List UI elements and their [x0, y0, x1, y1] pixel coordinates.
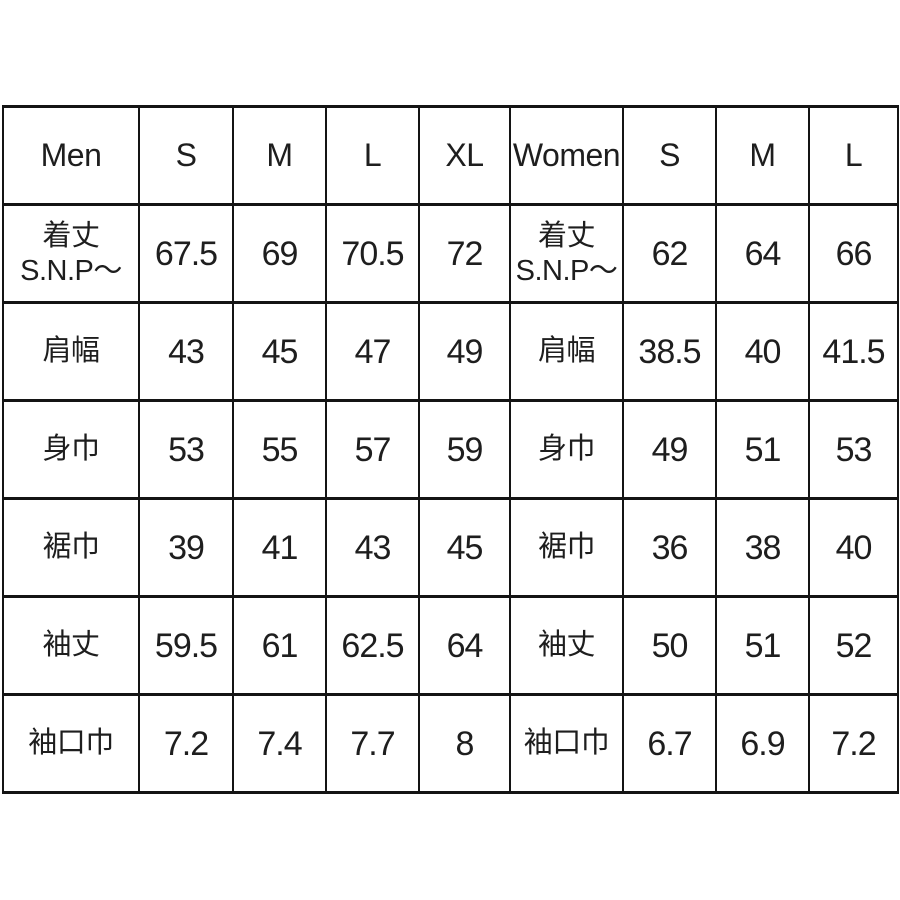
value-cell: 41: [232, 497, 327, 598]
row-label-hem-width-women: 裾巾: [509, 497, 624, 598]
value-cell: 51: [715, 399, 810, 500]
value-cell: 61: [232, 595, 327, 696]
value-cell: 70.5: [325, 203, 420, 304]
value-cell: 62: [622, 203, 717, 304]
table-row-shoulder-width: 肩幅 43 45 47 49 肩幅 38.5 40 41.5: [2, 301, 899, 402]
value-cell: 6.7: [622, 693, 717, 794]
value-cell: 43: [138, 301, 234, 402]
value-cell: 6.9: [715, 693, 810, 794]
value-cell: 55: [232, 399, 327, 500]
table-row-cuff-width: 袖口巾 7.2 7.4 7.7 8 袖口巾 6.7 6.9 7.2: [2, 693, 899, 794]
value-cell: 40: [715, 301, 810, 402]
header-cell-men-xl: XL: [418, 105, 511, 206]
value-cell: 59.5: [138, 595, 234, 696]
value-cell: 69: [232, 203, 327, 304]
value-cell: 8: [418, 693, 511, 794]
row-label-sleeve-length-women: 袖丈: [509, 595, 624, 696]
row-label-chest-width-women: 身巾: [509, 399, 624, 500]
value-cell: 66: [808, 203, 899, 304]
value-cell: 40: [808, 497, 899, 598]
table-row-chest-width: 身巾 53 55 57 59 身巾 49 51 53: [2, 399, 899, 500]
header-cell-women-m: M: [715, 105, 810, 206]
value-cell: 53: [808, 399, 899, 500]
value-cell: 64: [418, 595, 511, 696]
value-cell: 49: [418, 301, 511, 402]
table-row-body-length: 着丈 S.N.P〜 67.5 69 70.5 72 着丈 S.N.P〜 62 6…: [2, 203, 899, 304]
value-cell: 52: [808, 595, 899, 696]
table-row-hem-width: 裾巾 39 41 43 45 裾巾 36 38 40: [2, 497, 899, 598]
value-cell: 7.2: [138, 693, 234, 794]
value-cell: 53: [138, 399, 234, 500]
size-chart-table: Men S M L XL Women S M L 着丈 S.N.P〜 67.5 …: [2, 105, 899, 794]
value-cell: 43: [325, 497, 420, 598]
value-cell: 39: [138, 497, 234, 598]
value-cell: 67.5: [138, 203, 234, 304]
row-label-body-length-men: 着丈 S.N.P〜: [2, 203, 140, 304]
row-label-cuff-width-women: 袖口巾: [509, 693, 624, 794]
value-cell: 49: [622, 399, 717, 500]
row-label-hem-width-men: 裾巾: [2, 497, 140, 598]
table-row-sleeve-length: 袖丈 59.5 61 62.5 64 袖丈 50 51 52: [2, 595, 899, 696]
header-cell-women-s: S: [622, 105, 717, 206]
row-label-cuff-width-men: 袖口巾: [2, 693, 140, 794]
value-cell: 50: [622, 595, 717, 696]
row-label-shoulder-width-women: 肩幅: [509, 301, 624, 402]
value-cell: 72: [418, 203, 511, 304]
row-label-sleeve-length-men: 袖丈: [2, 595, 140, 696]
header-cell-men-m: M: [232, 105, 327, 206]
value-cell: 45: [418, 497, 511, 598]
value-cell: 57: [325, 399, 420, 500]
header-row: Men S M L XL Women S M L: [2, 105, 899, 206]
value-cell: 51: [715, 595, 810, 696]
value-cell: 45: [232, 301, 327, 402]
row-label-body-length-women: 着丈 S.N.P〜: [509, 203, 624, 304]
value-cell: 7.2: [808, 693, 899, 794]
value-cell: 7.7: [325, 693, 420, 794]
row-label-shoulder-width-men: 肩幅: [2, 301, 140, 402]
header-cell-men-s: S: [138, 105, 234, 206]
value-cell: 62.5: [325, 595, 420, 696]
header-cell-women: Women: [509, 105, 624, 206]
value-cell: 7.4: [232, 693, 327, 794]
header-cell-men: Men: [2, 105, 140, 206]
row-label-chest-width-men: 身巾: [2, 399, 140, 500]
value-cell: 41.5: [808, 301, 899, 402]
header-cell-women-l: L: [808, 105, 899, 206]
value-cell: 47: [325, 301, 420, 402]
value-cell: 59: [418, 399, 511, 500]
value-cell: 38: [715, 497, 810, 598]
value-cell: 38.5: [622, 301, 717, 402]
header-cell-men-l: L: [325, 105, 420, 206]
value-cell: 36: [622, 497, 717, 598]
value-cell: 64: [715, 203, 810, 304]
